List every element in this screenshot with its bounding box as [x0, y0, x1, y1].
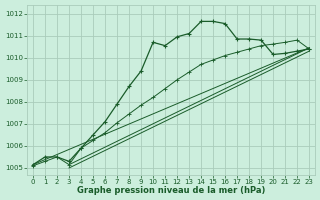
X-axis label: Graphe pression niveau de la mer (hPa): Graphe pression niveau de la mer (hPa)	[77, 186, 265, 195]
